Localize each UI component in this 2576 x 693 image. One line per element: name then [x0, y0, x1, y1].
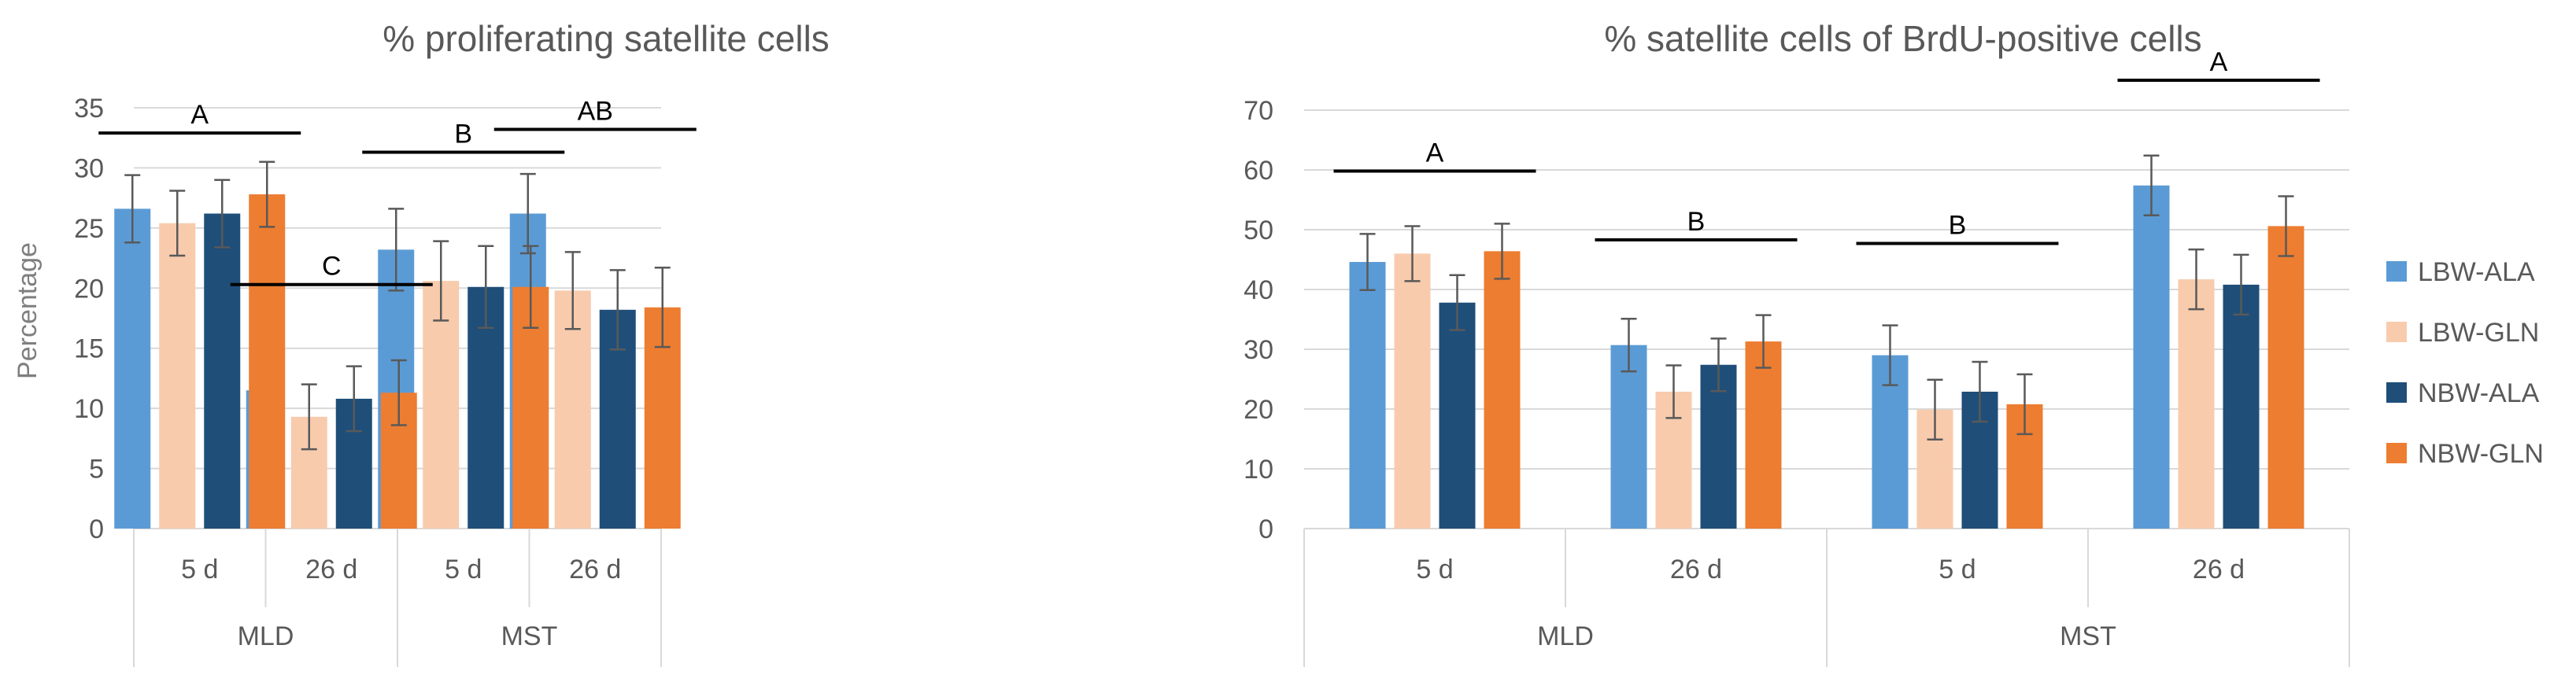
legend-swatch	[2386, 443, 2407, 463]
bar	[1439, 302, 1476, 529]
y-tick-label: 25	[74, 214, 104, 244]
significance-label: B	[454, 120, 472, 149]
significance-label: C	[322, 252, 342, 282]
bar	[2267, 226, 2304, 529]
x-tick-label: 26 d	[305, 555, 357, 584]
legend-swatch	[2386, 261, 2407, 282]
y-tick-label: 15	[74, 334, 104, 364]
x-tick-label: 5 d	[1938, 555, 1975, 584]
significance-label: B	[1949, 210, 1967, 240]
y-tick-label: 30	[1244, 335, 1273, 365]
legend: LBW-ALA LBW-GLN NBW-ALA NBW-GLN	[2386, 257, 2544, 469]
y-tick-label: 10	[74, 394, 104, 424]
x-tick-label: 26 d	[569, 555, 621, 584]
y-tick-label: 5	[89, 455, 104, 485]
group-label: MLD	[1537, 621, 1594, 651]
bar	[423, 281, 460, 529]
x-tick-label: 5 d	[445, 555, 482, 584]
x-tick-label: 26 d	[1670, 555, 1722, 584]
legend-label: NBW-ALA	[2418, 378, 2540, 408]
legend-swatch	[2386, 322, 2407, 342]
bar	[249, 194, 286, 529]
significance-label: B	[1687, 207, 1706, 237]
legend-label: NBW-GLN	[2418, 439, 2544, 469]
bar	[1610, 345, 1647, 529]
bar	[1349, 262, 1386, 529]
bar	[114, 208, 151, 529]
x-tick-label: 5 d	[181, 555, 218, 584]
significance-label: A	[2210, 47, 2228, 77]
group-label: MST	[2060, 621, 2116, 651]
chart-2: % satellite cells of BrdU-positive cells…	[1244, 18, 2350, 667]
chart-title: % proliferating satellite cells	[383, 18, 830, 59]
group-label: MST	[501, 621, 558, 651]
y-tick-label: 60	[1244, 156, 1273, 186]
legend-label: LBW-ALA	[2418, 257, 2535, 287]
y-tick-label: 20	[74, 274, 104, 304]
y-tick-label: 0	[1258, 514, 1273, 544]
legend-label: LBW-GLN	[2418, 318, 2539, 348]
bar	[204, 213, 241, 529]
bar	[2133, 185, 2170, 529]
bar	[1484, 251, 1521, 529]
legend-swatch	[2386, 382, 2407, 403]
bar	[1394, 253, 1431, 529]
y-tick-label: 20	[1244, 395, 1273, 425]
significance-label: A	[1426, 138, 1444, 168]
y-tick-label: 0	[89, 514, 104, 544]
bar	[159, 223, 196, 529]
bar	[1700, 364, 1737, 529]
x-tick-label: 26 d	[2193, 555, 2245, 584]
y-tick-label: 30	[74, 153, 104, 183]
y-tick-label: 35	[74, 94, 104, 123]
y-tick-label: 10	[1244, 455, 1273, 485]
bar	[2178, 279, 2215, 529]
bar	[2223, 284, 2260, 529]
x-tick-label: 5 d	[1416, 555, 1453, 584]
bar	[554, 290, 591, 529]
y-tick-label: 70	[1244, 96, 1273, 126]
y-tick-label: 50	[1244, 216, 1273, 245]
significance-label: AB	[578, 97, 613, 127]
chart-1: % proliferating satellite cells 0 5 10 15 20 2…	[13, 18, 830, 667]
bar	[1745, 341, 1782, 529]
group-label: MLD	[238, 621, 294, 651]
significance-label: A	[190, 100, 209, 130]
y-tick-label: 40	[1244, 275, 1273, 305]
chart-title: % satellite cells of BrdU-positive cells	[1604, 18, 2201, 59]
y-axis-label: Percentage	[13, 242, 43, 379]
